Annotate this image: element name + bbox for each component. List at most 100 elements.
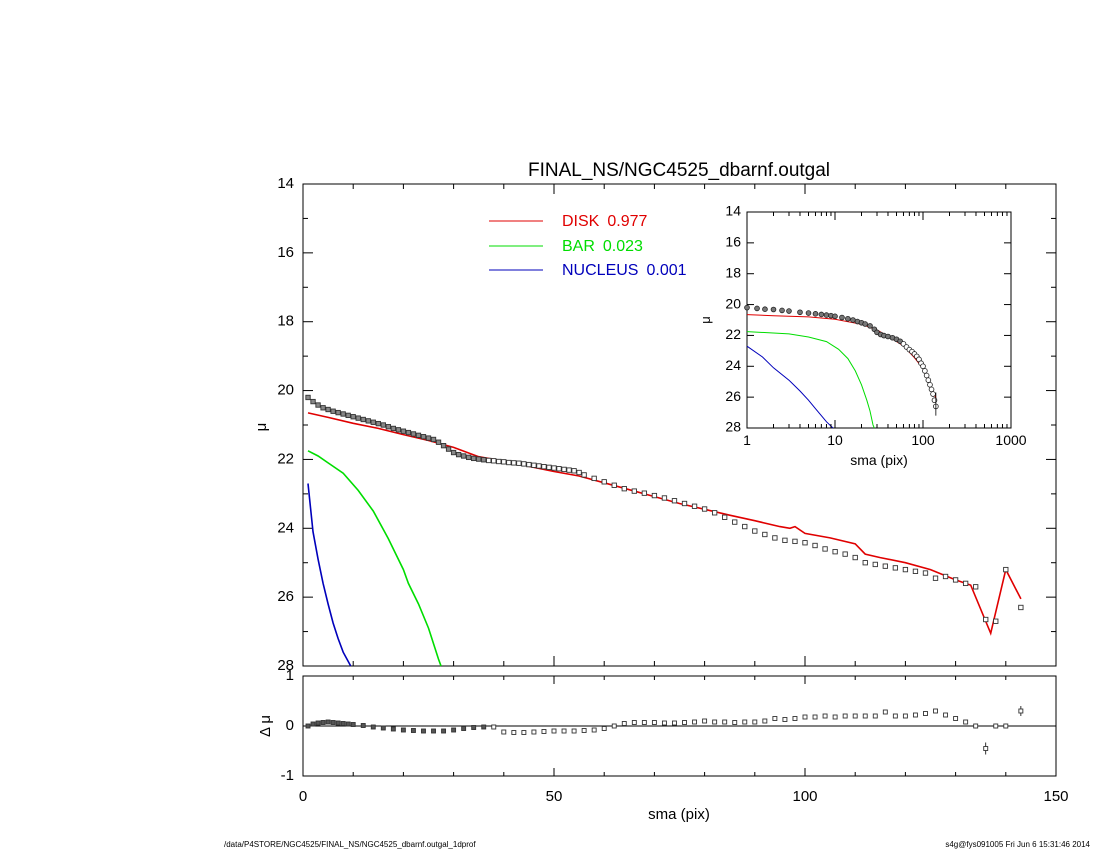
main-y-tick-label: 22 [277, 450, 294, 467]
inset-plot-frame [746, 211, 1012, 429]
main-data-point [345, 412, 351, 419]
residual-point [752, 719, 758, 725]
inset-x-tick-label: 1 [743, 432, 751, 448]
main-data-point [395, 427, 402, 433]
main-data-point [410, 431, 417, 437]
main-data-point [365, 418, 371, 424]
residual-point [631, 720, 637, 725]
inset-data-point [862, 321, 868, 327]
residual-point [672, 720, 677, 726]
residual-point [812, 714, 818, 720]
residual-ticks: -1 0 1 0 50 100 150 [281, 667, 1069, 805]
residual-point [320, 720, 326, 725]
residual-point [370, 724, 376, 730]
residual-point [305, 723, 311, 729]
residual-point [461, 726, 467, 731]
main-data-point [400, 428, 407, 434]
residual-point [912, 712, 918, 718]
residual-point [330, 720, 336, 725]
main-data-point [792, 538, 798, 545]
main-data-point [536, 463, 542, 469]
main-y-tick-label: 28 [277, 657, 294, 674]
main-data-point [420, 434, 427, 440]
main-data-point [561, 466, 567, 473]
main-data-point [932, 575, 939, 581]
residual-y-tick-label: 0 [286, 717, 294, 734]
main-data-point [993, 618, 999, 624]
main-data-point [455, 451, 462, 458]
main-data-point [425, 435, 432, 441]
main-data-point [1003, 566, 1009, 573]
main-data-point [822, 546, 828, 552]
inset-data-point [839, 314, 845, 321]
inset-data-point [923, 372, 930, 379]
residual-point [933, 708, 938, 714]
inset-x-tick-label: 1000 [995, 432, 1026, 448]
legend-nucleus-label: NUCLEUS 0.001 [562, 262, 687, 279]
residual-point [792, 716, 798, 721]
main-data-point [496, 458, 502, 465]
main-data-point [621, 486, 627, 492]
residual-point [682, 720, 687, 725]
residual-point [762, 718, 768, 724]
main-data-point [852, 554, 858, 561]
main-data-point [631, 488, 637, 494]
main-y-ticks: 14 16 18 20 22 24 26 28 [277, 175, 1057, 674]
residual-point [491, 724, 497, 730]
inset-data-point [786, 308, 792, 314]
residual-point [802, 714, 808, 720]
main-data-point [691, 503, 698, 509]
residual-panel: -1 0 1 0 50 100 150 Δ μ sma (pix) [257, 667, 1069, 823]
inset-y-tick-label: 22 [725, 326, 741, 342]
inset-data-point [823, 312, 830, 318]
main-data-point [405, 429, 412, 436]
main-y-tick-label: 16 [277, 244, 294, 261]
residual-point [410, 728, 416, 733]
main-data-point [390, 425, 397, 432]
main-data-point [375, 420, 381, 427]
inset-data-point [925, 377, 932, 383]
main-data-point [591, 475, 597, 482]
main-series [305, 394, 1024, 667]
inset-data-point [928, 386, 935, 393]
main-data-point [511, 460, 517, 466]
main-data-point [355, 415, 361, 421]
main-data-point [471, 455, 477, 462]
inset-data-point [797, 309, 803, 316]
residual-point [315, 720, 321, 726]
legend-disk-value: 0.977 [607, 213, 647, 230]
main-data-point [576, 469, 582, 476]
residual-point [651, 720, 657, 725]
main-data-point [832, 549, 838, 555]
main-data-point [435, 439, 442, 445]
residual-point [852, 713, 858, 719]
main-data-point [305, 394, 311, 401]
x-tick-label: 50 [546, 788, 563, 805]
main-data-point [521, 461, 527, 467]
residual-point [742, 719, 748, 725]
residual-point [400, 727, 406, 733]
main-data-point [611, 482, 617, 488]
residual-point [521, 730, 527, 735]
main-data-point [742, 523, 748, 530]
x-tick-label: 0 [299, 788, 307, 805]
main-data-point [882, 563, 888, 569]
chart-title: FINAL_NS/NGC4525_dbarnf.outgal [528, 160, 830, 181]
inset-data-point [885, 333, 891, 340]
residual-point [953, 716, 959, 721]
residual-y-tick-label: -1 [281, 767, 294, 784]
legend-bar-label: BAR 0.023 [562, 238, 643, 255]
residual-y-axis-label: Δ μ [257, 715, 274, 737]
inset-y-axis-label: μ [698, 316, 713, 324]
footer-path: /data/P4STORE/NGC4525/FINAL_NS/NGC4525_d… [224, 840, 476, 849]
main-data-point [581, 472, 587, 478]
main-data-point [380, 422, 386, 428]
main-data-point [385, 424, 391, 430]
main-data-point [752, 528, 758, 534]
main-data-point [722, 514, 728, 520]
main-data-point [541, 464, 547, 470]
inset-data-point [867, 323, 873, 329]
main-data-point [430, 436, 437, 443]
legend-disk-label: DISK 0.977 [562, 213, 647, 230]
